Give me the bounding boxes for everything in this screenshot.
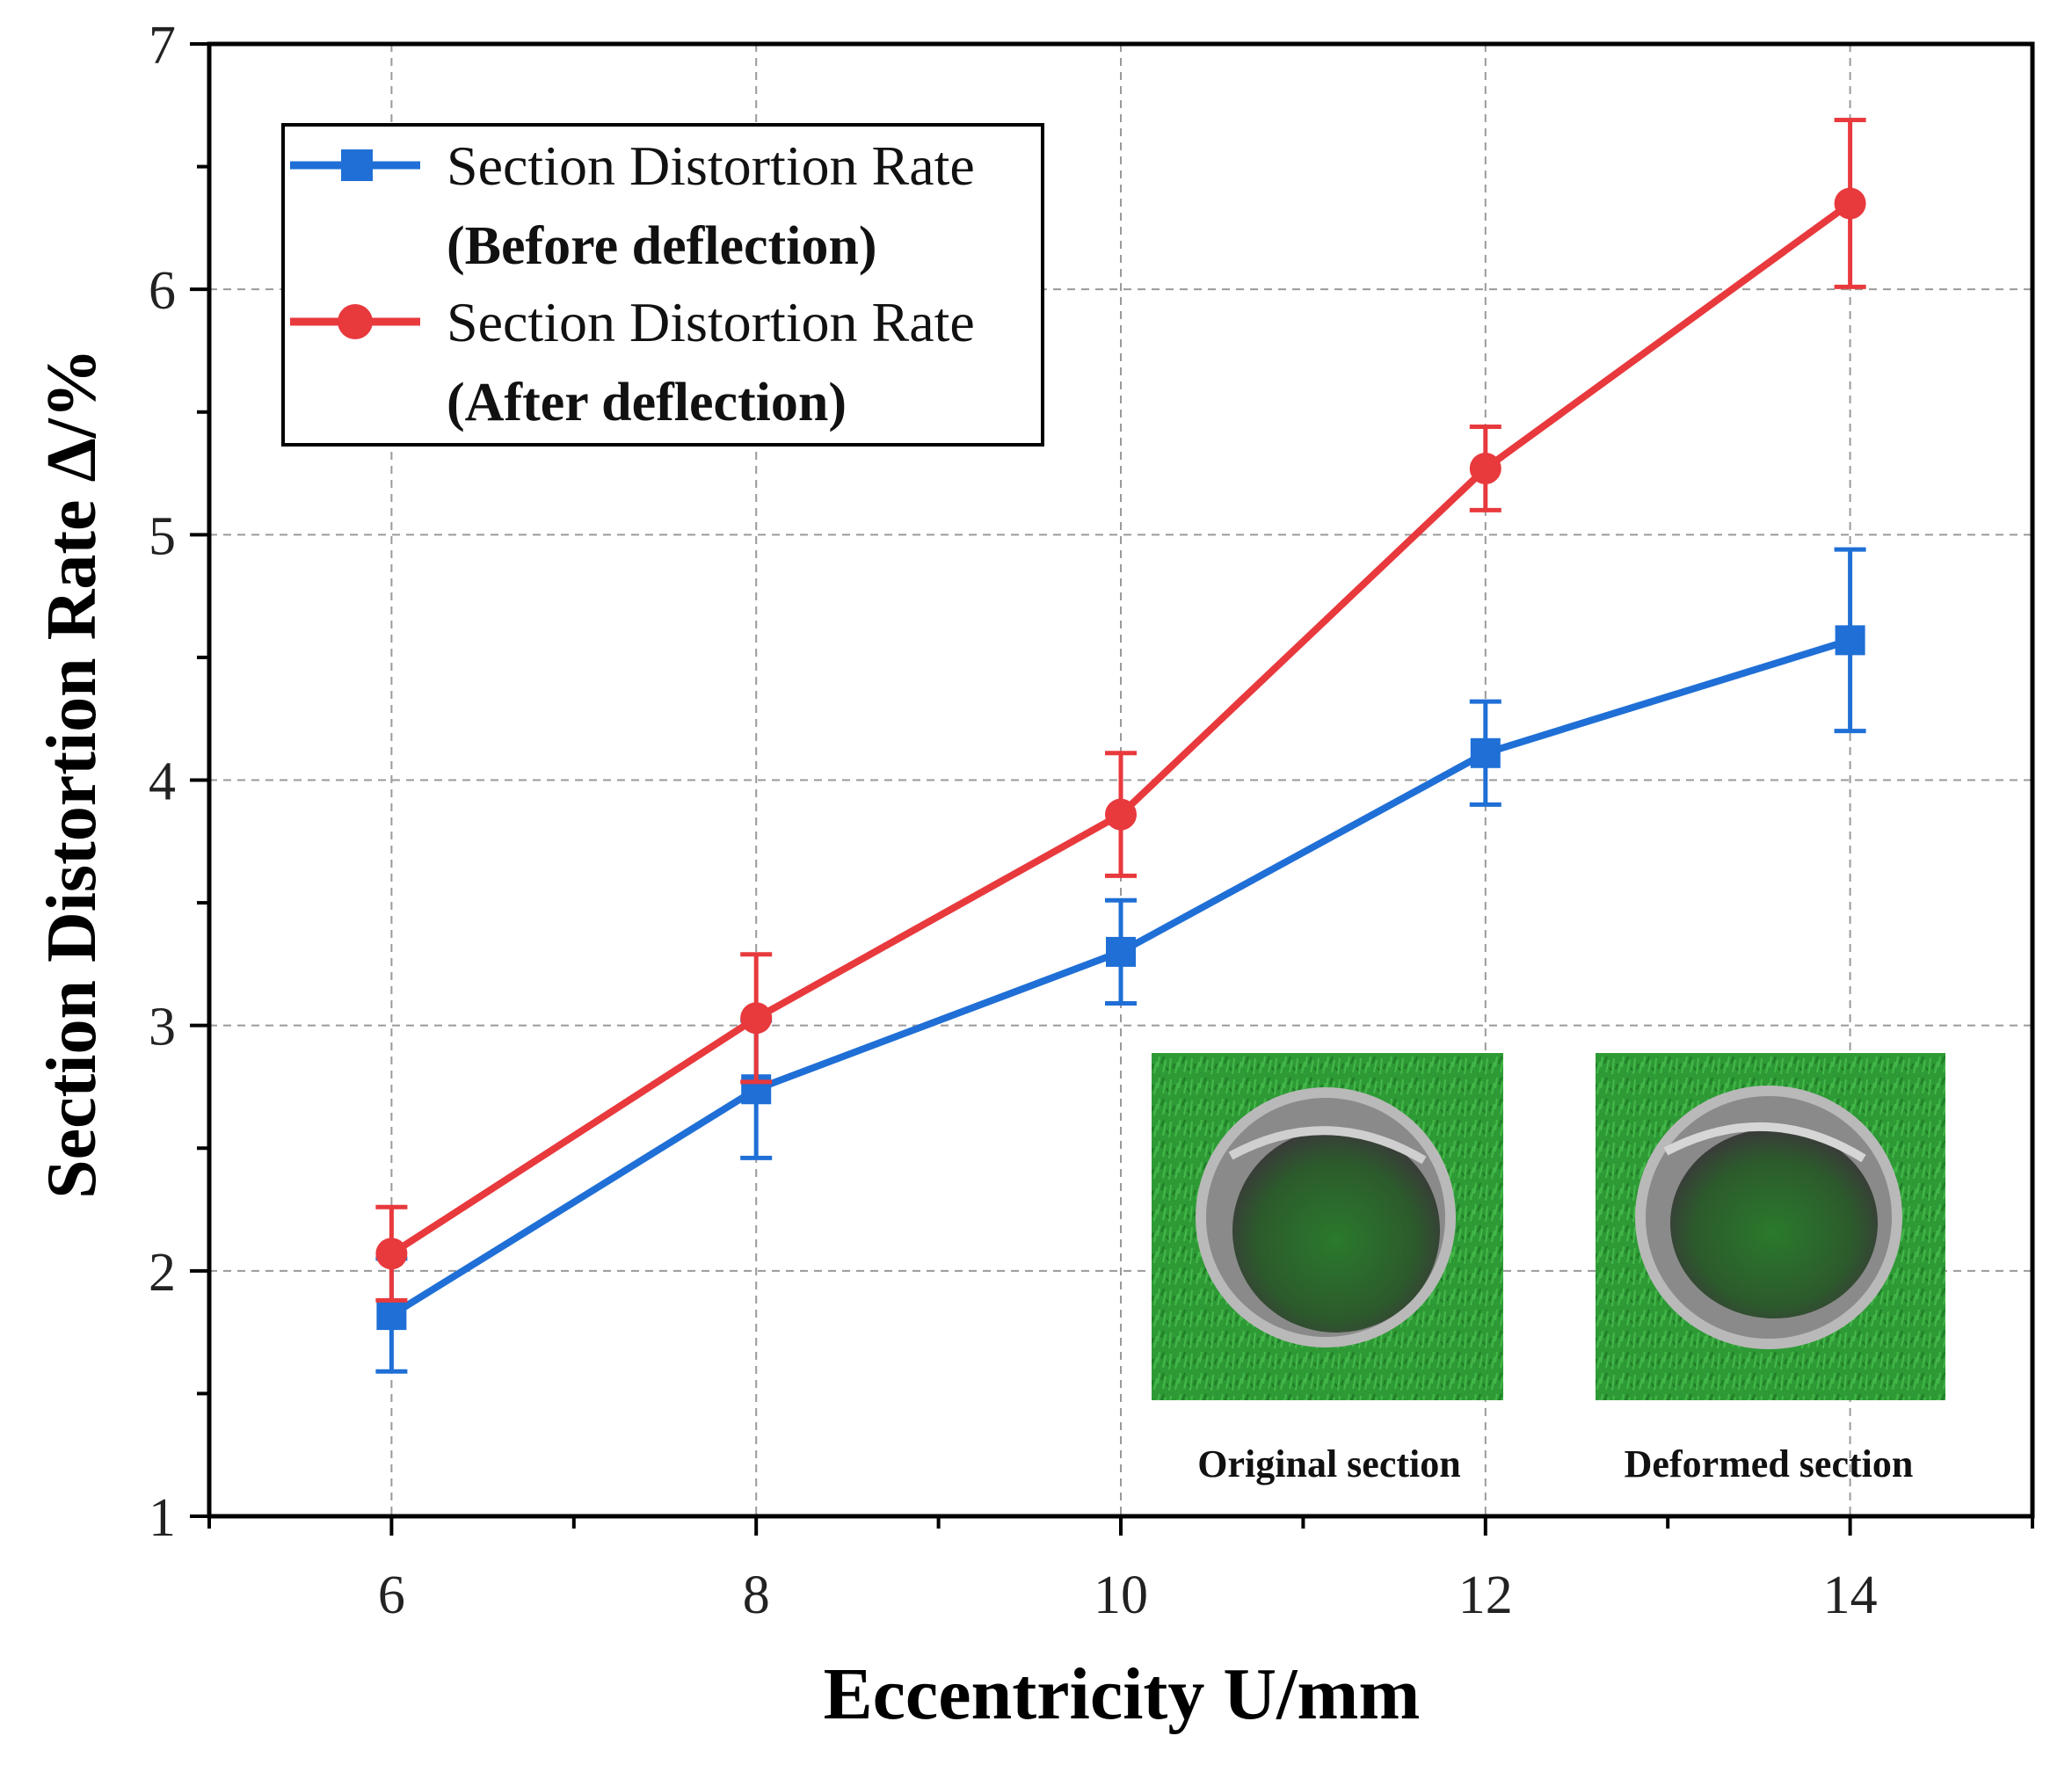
y-tick-label: 5 — [149, 506, 176, 566]
x-tick-label: 14 — [1823, 1565, 1878, 1625]
data-point — [376, 1300, 407, 1331]
y-tick-label: 4 — [149, 752, 176, 812]
x-tick-label: 10 — [1094, 1565, 1148, 1625]
y-tick-label: 2 — [149, 1243, 176, 1303]
data-point — [740, 1002, 773, 1035]
legend-label-before: Section Distortion Rate — [447, 134, 975, 197]
y-tick-label: 6 — [149, 261, 176, 321]
data-point — [1469, 452, 1501, 484]
legend-label-after: Section Distortion Rate — [447, 291, 975, 353]
deformed-section-photo — [1596, 1053, 1945, 1400]
data-point — [1106, 936, 1136, 967]
x-axis-title: Eccentricity U/mm — [824, 1653, 1421, 1735]
data-point — [1835, 625, 1865, 656]
original-section-photo — [1152, 1053, 1503, 1400]
legend-marker-after — [338, 304, 373, 339]
inset-photos: Original section Deformed section — [1152, 1053, 1945, 1485]
x-tick-label: 12 — [1458, 1565, 1513, 1625]
legend-sublabel-after: (After deflection) — [447, 373, 847, 432]
legend-box — [281, 123, 1044, 447]
series-1 — [375, 118, 1866, 1303]
data-point — [1834, 187, 1866, 220]
y-tick-label: 1 — [149, 1488, 176, 1548]
y-tick-label: 3 — [149, 998, 176, 1057]
data-point — [1470, 737, 1501, 768]
series-0 — [375, 547, 1866, 1374]
inset-caption-deformed: Deformed section — [1625, 1442, 1914, 1485]
y-axis-title: Section Distortion Rate Δ/% — [33, 348, 111, 1199]
legend-sublabel-before: (Before deflection) — [447, 216, 877, 276]
inset-caption-original: Original section — [1197, 1442, 1460, 1485]
legend: Section Distortion Rate (Before deflecti… — [281, 123, 1044, 447]
x-tick-label: 8 — [743, 1565, 770, 1625]
legend-marker-before — [341, 149, 373, 181]
data-point — [1105, 798, 1137, 831]
data-series — [375, 118, 1866, 1374]
x-tick-label: 6 — [378, 1565, 405, 1625]
data-point — [375, 1238, 408, 1270]
y-tick-label: 7 — [149, 16, 176, 76]
